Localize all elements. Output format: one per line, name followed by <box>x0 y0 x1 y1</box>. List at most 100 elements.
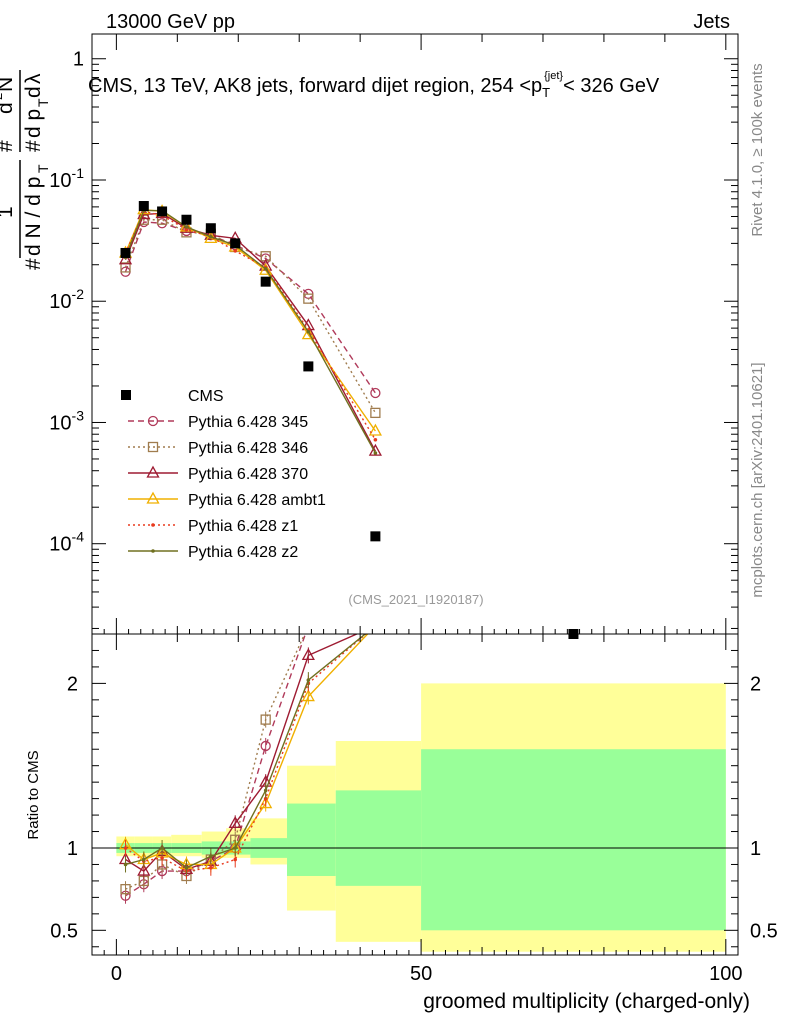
data-point <box>157 206 168 217</box>
legend-marker-3 <box>146 491 160 504</box>
y-axis-label: # d N / d p T 1 # d p T d λ # d 2 N <box>0 70 51 270</box>
data-point <box>568 629 579 639</box>
series-marker-4 <box>233 249 238 253</box>
svg-text:N: N <box>0 77 17 92</box>
uncertainty-bands <box>92 683 738 952</box>
svg-text:λ: λ <box>22 73 45 84</box>
svg-text:2: 2 <box>0 93 5 100</box>
legend-label-3: Pythia 6.428 ambt1 <box>188 492 326 509</box>
ratio-marker-2 <box>228 815 242 828</box>
ratio-marker-0 <box>260 740 271 752</box>
chart-title: CMS, 13 TeV, AK8 jets, forward dijet reg… <box>88 70 660 100</box>
legend-label-2: Pythia 6.428 370 <box>188 466 308 483</box>
series-marker-1 <box>120 262 131 273</box>
svg-text:T: T <box>35 164 51 173</box>
data-point <box>205 223 216 234</box>
ratio-marker-5 <box>306 678 311 682</box>
ratio-y-label: Ratio to CMS <box>25 750 42 839</box>
legend-marker-2 <box>146 465 160 478</box>
series-marker-3 <box>259 262 273 275</box>
ratio-marker-3 <box>259 796 273 809</box>
y-tick-label: 10-1 <box>49 165 84 192</box>
ratio-marker-5 <box>184 865 189 870</box>
series-marker-5 <box>263 267 268 271</box>
ratio-marker-1 <box>120 884 131 895</box>
ratio-marker-5 <box>160 846 164 850</box>
ratio-marker-1 <box>260 714 271 725</box>
svg-text:T: T <box>35 98 51 107</box>
ratio-marker-4 <box>123 846 128 850</box>
ratio-marker-5 <box>209 854 213 859</box>
series-marker-5 <box>209 234 213 239</box>
ratio-tick-label-left: 0.5 <box>50 920 78 942</box>
svg-text:d: d <box>0 102 17 114</box>
x-tick-label: 0 <box>111 963 122 985</box>
ratio-marker-4 <box>263 796 268 801</box>
legend-marker-5 <box>151 549 155 553</box>
data-point <box>138 201 149 212</box>
svg-text:d: d <box>22 86 45 98</box>
ratio-marker-4 <box>233 857 238 862</box>
ratio-tick-label-right: 2 <box>750 673 761 695</box>
series-marker-5 <box>373 451 378 455</box>
series-line-0 <box>124 221 376 394</box>
series-line-4 <box>124 210 376 441</box>
legend-marker-cms <box>121 390 131 400</box>
ratio-marker-5 <box>233 846 238 850</box>
y-tick-label: 10-2 <box>49 286 84 313</box>
series-marker-1 <box>303 293 314 304</box>
ratio-marker-5 <box>123 862 128 867</box>
svg-text:#: # <box>0 140 17 152</box>
legend-label-0: Pythia 6.428 345 <box>188 414 308 431</box>
ratio-marker-3 <box>301 689 315 702</box>
series-marker-4 <box>184 227 189 232</box>
legend-label-1: Pythia 6.428 346 <box>188 440 308 457</box>
svg-text:#: # <box>22 258 45 270</box>
data-point <box>120 247 131 258</box>
legend-marker-0 <box>147 415 159 427</box>
legend-label-cms: CMS <box>188 388 224 405</box>
x-tick-label: 100 <box>709 963 742 985</box>
ratio-tick-label-left: 2 <box>67 673 78 695</box>
header-right: Jets <box>693 11 730 33</box>
ratio-tick-label-right: 1 <box>750 838 761 860</box>
analysis-tag: (CMS_2021_I1920187) <box>348 592 483 607</box>
legend-label-4: Pythia 6.428 z1 <box>188 518 298 535</box>
y-tick-label: 10-4 <box>49 529 84 556</box>
ratio-marker-5 <box>263 788 268 793</box>
ratio-marker-2 <box>137 863 151 876</box>
legend: CMS Pythia 6.428 345 Pythia 6.428 346 Pythi… <box>121 388 326 561</box>
series-marker-2 <box>204 227 218 240</box>
ratio-tick-label-left: 1 <box>67 838 78 860</box>
data-point <box>230 238 241 249</box>
svg-text:1: 1 <box>0 206 17 218</box>
ratio-marker-5 <box>142 857 146 862</box>
ratio-marker-4 <box>160 856 164 860</box>
series-marker-3 <box>368 423 382 436</box>
ratio-tick-label-right: 0.5 <box>750 920 778 942</box>
inner-band-bin <box>335 790 422 886</box>
data-point <box>303 361 314 372</box>
legend-marker-4 <box>151 523 155 527</box>
ratio-marker-4 <box>209 865 213 870</box>
svg-text:d p: d p <box>22 109 45 138</box>
data-point <box>260 276 271 287</box>
y-tick-label: 1 <box>73 49 84 71</box>
axes: 10-4 10-3 10-2 10-1 1 0 50 100 0.5 0.5 1 1 2 2 <box>49 33 778 985</box>
svg-text:d N / d p: d N / d p <box>22 177 45 256</box>
inner-band-bin <box>421 749 726 931</box>
legend-label-5: Pythia 6.428 z2 <box>188 544 298 561</box>
legend-marker-1 <box>147 441 159 453</box>
x-axis-label: groomed multiplicity (charged-only) <box>423 990 750 1013</box>
series-marker-0 <box>370 387 381 399</box>
ratio-marker-2 <box>301 648 315 661</box>
header-left: 13000 GeV pp <box>106 11 235 33</box>
series-marker-5 <box>306 329 311 334</box>
series-marker-4 <box>373 437 378 442</box>
series-marker-1 <box>370 407 381 419</box>
ratio-panel-series <box>118 634 369 904</box>
inner-band-bin <box>287 803 336 876</box>
series-marker-5 <box>184 225 189 229</box>
y-tick-label: 10-3 <box>49 407 84 434</box>
